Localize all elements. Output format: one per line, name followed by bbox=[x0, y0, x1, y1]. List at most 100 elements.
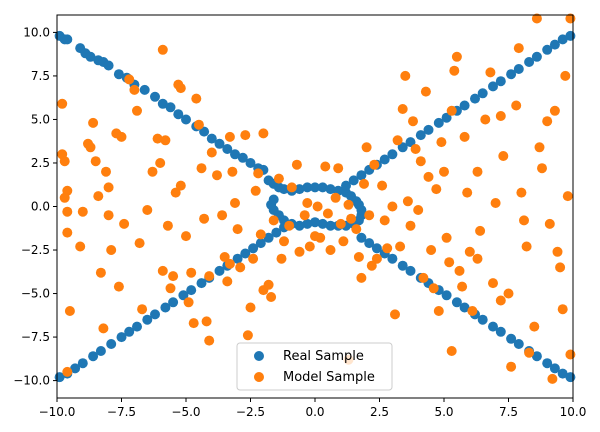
real-sample-point bbox=[160, 302, 171, 313]
model-sample-point bbox=[204, 271, 215, 282]
model-sample-point bbox=[222, 276, 233, 287]
model-sample-point bbox=[88, 117, 99, 128]
model-sample-point bbox=[400, 70, 411, 81]
model-sample-point bbox=[369, 159, 380, 170]
model-sample-point bbox=[423, 171, 434, 182]
real-sample-point bbox=[240, 248, 251, 259]
real-sample-point bbox=[495, 76, 506, 87]
real-sample-point bbox=[364, 238, 375, 249]
model-sample-point bbox=[519, 215, 529, 226]
x-tick-label: −2.5 bbox=[236, 405, 265, 419]
model-sample-point bbox=[217, 210, 228, 221]
real-sample-point bbox=[379, 154, 390, 165]
real-sample-point bbox=[387, 149, 398, 160]
model-sample-point bbox=[531, 13, 542, 24]
model-sample-point bbox=[408, 116, 418, 127]
model-sample-point bbox=[495, 111, 506, 121]
model-sample-point bbox=[227, 166, 238, 177]
model-sample-point bbox=[547, 373, 558, 384]
model-sample-point bbox=[124, 74, 135, 85]
real-sample-point bbox=[549, 39, 560, 50]
model-sample-point bbox=[199, 213, 210, 224]
real-sample-point bbox=[356, 170, 367, 181]
model-sample-point bbox=[157, 44, 168, 55]
model-sample-point bbox=[181, 231, 191, 242]
real-sample-point bbox=[173, 109, 184, 120]
real-sample-point bbox=[302, 218, 313, 229]
real-sample-point bbox=[387, 253, 398, 264]
model-sample-point bbox=[371, 253, 382, 264]
model-sample-point bbox=[193, 119, 204, 130]
real-sample-point bbox=[245, 158, 256, 168]
legend-box bbox=[236, 342, 393, 391]
model-sample-point bbox=[240, 130, 251, 141]
model-sample-point bbox=[325, 245, 336, 255]
model-sample-point bbox=[59, 192, 70, 203]
y-axis: −10.0 −7.5 −5.0 −2.5 0.0 2.5 5.0 7.5 10.0 bbox=[13, 25, 57, 388]
legend-marker-model bbox=[254, 372, 264, 382]
real-sample-point bbox=[214, 138, 225, 149]
model-sample-point bbox=[379, 215, 390, 226]
model-sample-point bbox=[490, 198, 501, 208]
model-sample-point bbox=[165, 283, 176, 294]
real-sample-point bbox=[106, 339, 117, 349]
model-sample-point bbox=[377, 180, 388, 191]
model-sample-point bbox=[219, 252, 230, 262]
model-sample-point bbox=[524, 347, 535, 358]
real-sample-point bbox=[557, 368, 568, 379]
model-sample-point bbox=[444, 257, 455, 268]
model-sample-point bbox=[245, 302, 256, 313]
model-sample-point bbox=[395, 241, 406, 252]
real-sample-point bbox=[85, 51, 96, 62]
model-sample-point bbox=[390, 309, 400, 320]
model-sample-point bbox=[129, 84, 140, 95]
real-sample-point bbox=[542, 358, 553, 369]
model-sample-point bbox=[361, 142, 372, 153]
real-sample-point bbox=[470, 93, 480, 104]
real-sample-point bbox=[294, 220, 305, 231]
model-sample-point bbox=[464, 246, 475, 257]
model-sample-point bbox=[62, 227, 73, 238]
real-sample-point bbox=[62, 34, 73, 45]
model-sample-point bbox=[212, 170, 222, 181]
model-sample-point bbox=[410, 144, 421, 154]
real-sample-point bbox=[222, 144, 233, 154]
real-sample-point bbox=[513, 64, 524, 74]
real-sample-point bbox=[405, 265, 416, 276]
model-sample-point bbox=[206, 147, 217, 158]
model-sample-point bbox=[431, 184, 442, 195]
real-sample-point bbox=[477, 88, 488, 99]
real-sample-point bbox=[506, 69, 517, 80]
real-sample-point bbox=[186, 285, 197, 296]
real-sample-point bbox=[441, 112, 452, 123]
model-sample-point bbox=[162, 220, 173, 231]
model-sample-point bbox=[95, 267, 106, 278]
real-sample-point bbox=[397, 260, 408, 271]
model-sample-point bbox=[392, 135, 403, 146]
y-tick-label: 5.0 bbox=[31, 112, 50, 126]
real-sample-point bbox=[397, 142, 408, 153]
real-sample-point bbox=[70, 363, 81, 374]
model-sample-point bbox=[462, 187, 473, 198]
model-sample-point bbox=[475, 225, 486, 236]
x-tick-label: −7.5 bbox=[107, 405, 136, 419]
model-sample-point bbox=[204, 335, 215, 346]
model-sample-point bbox=[418, 272, 429, 283]
model-sample-point bbox=[175, 180, 186, 191]
model-sample-point bbox=[230, 198, 240, 208]
model-sample-point bbox=[134, 238, 145, 249]
model-sample-point bbox=[168, 271, 179, 282]
real-sample-point bbox=[168, 297, 179, 308]
model-sample-point bbox=[315, 232, 326, 243]
real-sample-point bbox=[531, 51, 542, 62]
real-sample-point bbox=[237, 152, 248, 163]
model-sample-point bbox=[459, 131, 470, 142]
x-tick-label: 2.5 bbox=[370, 405, 389, 419]
model-sample-point bbox=[552, 246, 563, 257]
model-sample-point bbox=[286, 182, 297, 193]
model-sample-point bbox=[454, 265, 465, 276]
real-sample-point bbox=[325, 220, 336, 231]
model-sample-point bbox=[415, 156, 426, 167]
real-sample-point bbox=[495, 326, 506, 337]
